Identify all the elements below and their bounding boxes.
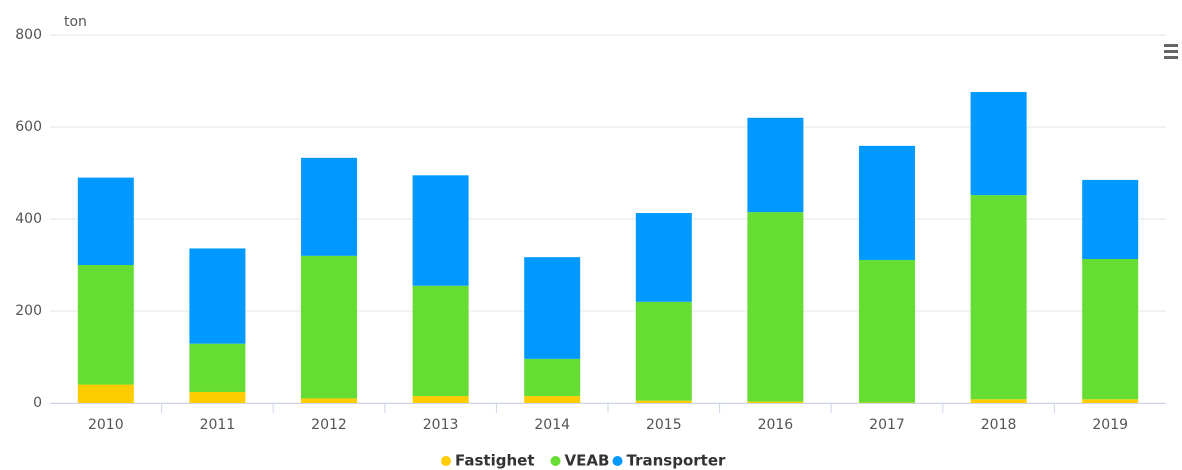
y-axis-title: ton xyxy=(64,14,87,30)
bar-segment xyxy=(635,213,692,302)
x-tick-label: 2019 xyxy=(1092,417,1128,433)
menu-bar[interactable] xyxy=(1164,44,1178,47)
x-tick-label: 2017 xyxy=(869,417,905,433)
x-tick-label: 2014 xyxy=(534,417,570,433)
bar-segment xyxy=(412,396,469,403)
bar-segment xyxy=(747,117,804,213)
bar-segment xyxy=(524,257,581,359)
bar-segment xyxy=(1082,259,1139,400)
legend-label: Transporter xyxy=(627,452,726,470)
bar-segment xyxy=(189,391,246,403)
x-tick-label: 2018 xyxy=(981,417,1017,433)
x-tick-label: 2013 xyxy=(423,417,459,433)
x-tick-label: 2015 xyxy=(646,417,682,433)
bar-segment xyxy=(747,212,804,402)
bar-segment xyxy=(412,175,469,286)
bar-segment xyxy=(635,301,692,401)
legend-label: Fastighet xyxy=(455,452,535,470)
bar-segment xyxy=(301,255,357,399)
y-tick-label: 0 xyxy=(33,395,42,411)
bar-segment xyxy=(859,145,915,260)
bar-segment xyxy=(412,285,469,397)
legend-label: VEAB xyxy=(565,452,610,470)
menu-icon[interactable] xyxy=(1164,44,1178,59)
bar-segment xyxy=(635,400,692,403)
bar-segment xyxy=(189,248,246,344)
y-tick-label: 400 xyxy=(15,211,42,227)
bar-segment xyxy=(189,343,246,392)
bar-segment xyxy=(77,265,134,385)
x-tick-label: 2011 xyxy=(200,417,236,433)
y-tick-label: 600 xyxy=(15,119,42,135)
y-tick-label: 200 xyxy=(15,303,42,319)
legend-marker xyxy=(612,456,623,466)
bar-segment xyxy=(77,177,134,265)
menu-bar[interactable] xyxy=(1164,56,1178,59)
bar-segment xyxy=(1082,179,1139,260)
bar-segment xyxy=(301,157,357,256)
bar-segment xyxy=(970,399,1027,403)
bar-segment xyxy=(970,195,1027,400)
legend-marker xyxy=(550,456,561,466)
legend-marker xyxy=(441,456,451,466)
bar-segment xyxy=(524,358,581,397)
bar-segment xyxy=(747,401,804,403)
bar-segment xyxy=(859,259,915,403)
menu-bar[interactable] xyxy=(1164,50,1178,53)
x-tick-label: 2016 xyxy=(758,417,794,433)
bar-segment xyxy=(524,396,581,403)
bar-segment xyxy=(1082,399,1139,403)
bar-segment xyxy=(970,92,1027,196)
y-tick-label: 800 xyxy=(15,27,42,43)
bar-segment xyxy=(301,398,357,403)
x-tick-label: 2012 xyxy=(311,417,347,433)
x-tick-label: 2010 xyxy=(88,417,124,433)
bar-segment xyxy=(77,384,134,403)
